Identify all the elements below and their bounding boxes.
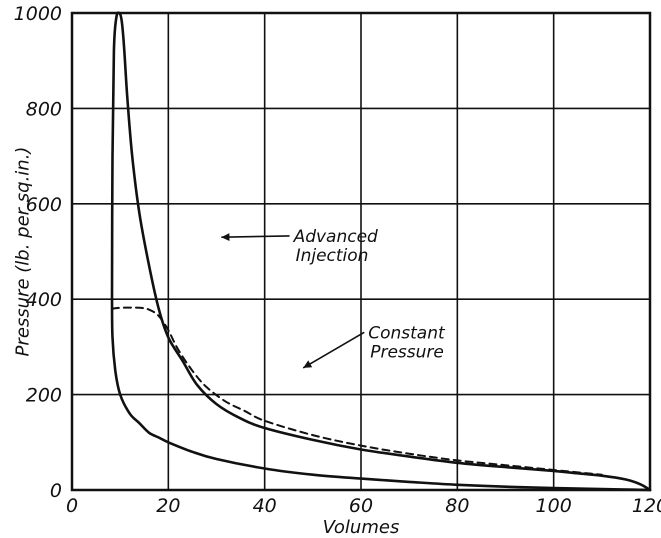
- plot-frame: [70, 11, 652, 492]
- tick-labels: 0 20 40 60 80 100 120 0 200 400 600 800 1000: [14, 3, 661, 517]
- x-tick-label: 20: [156, 495, 180, 517]
- annotation-label: Injection: [296, 246, 369, 266]
- y-tick-label: 0: [50, 480, 62, 502]
- x-axis-title: Volumes: [323, 517, 400, 538]
- annotation-label: Advanced: [293, 227, 378, 247]
- grid-lines: [72, 13, 650, 490]
- series-line-advanced-injection: [110, 11, 652, 492]
- x-tick-label: 80: [445, 495, 469, 517]
- series-line-constant-pressure: [111, 306, 603, 476]
- x-tick-label: 100: [536, 495, 572, 517]
- annotation-label: Pressure: [370, 342, 444, 362]
- x-tick-label: 60: [349, 495, 373, 517]
- x-tick-label: 0: [66, 495, 78, 517]
- annotation-arrow-head: [303, 360, 313, 368]
- y-tick-label: 800: [26, 98, 62, 120]
- y-tick-label: 600: [26, 194, 62, 216]
- annotation-label: Constant: [368, 323, 446, 343]
- plot-curves: [110, 11, 652, 492]
- annotation-arrow-line: [302, 331, 365, 369]
- annotation-arrow-head: [221, 233, 230, 241]
- x-tick-label: 40: [253, 495, 277, 517]
- y-tick-label: 200: [26, 385, 62, 407]
- y-tick-label: 400: [26, 289, 62, 311]
- annotation-arrow-line: [221, 235, 290, 238]
- x-tick-label: 120: [632, 495, 661, 517]
- series-line-expansion: [110, 297, 652, 492]
- y-axis-title: Pressure (lb. per sq.in.): [12, 147, 33, 357]
- y-tick-label: 1000: [14, 3, 62, 25]
